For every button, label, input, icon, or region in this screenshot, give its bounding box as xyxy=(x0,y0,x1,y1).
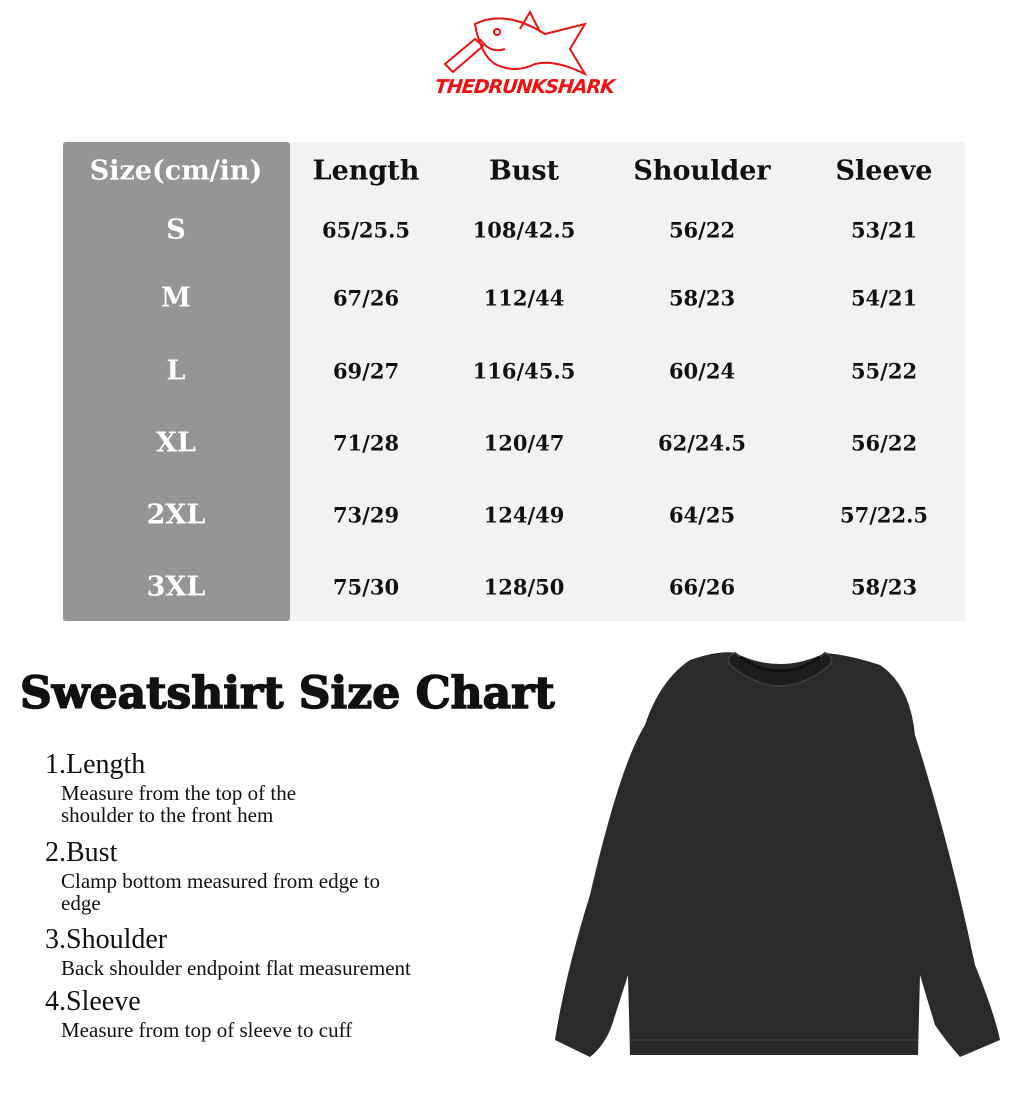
cell-sleeve: 56/22 xyxy=(850,430,918,456)
cell-length: 73/29 xyxy=(332,502,400,528)
instruction-heading: 1.Length xyxy=(45,749,146,780)
shark-icon xyxy=(443,9,588,77)
instruction-text: Back shoulder endpoint flat measurement xyxy=(61,956,411,980)
cell-sleeve: 55/22 xyxy=(850,358,918,384)
instruction-text: Measure from the top of the shoulder to … xyxy=(61,781,297,827)
cell-bust: 128/50 xyxy=(483,574,565,600)
cell-bust: 120/47 xyxy=(483,430,565,456)
instruction-sleeve: 4.Sleeve Measure from top of sleeve to c… xyxy=(45,986,501,1042)
cell-bust: 112/44 xyxy=(483,285,565,311)
cell-sleeve: 58/23 xyxy=(850,574,918,600)
cell-length: 75/30 xyxy=(332,574,400,600)
cell-bust: 116/45.5 xyxy=(472,358,576,384)
instruction-bust: 2.Bust Clamp bottom measured from edge t… xyxy=(45,837,381,915)
cell-length: 69/27 xyxy=(332,358,400,384)
brand-name: THEDRUNKSHARK xyxy=(433,76,616,98)
cell-bust: 124/49 xyxy=(483,502,565,528)
cell-length: 65/25.5 xyxy=(321,217,411,243)
cell-sleeve: 53/21 xyxy=(850,217,918,243)
header-size: Size(cm/in) xyxy=(89,155,263,187)
cell-sleeve: 54/21 xyxy=(850,285,918,311)
sweatshirt-icon xyxy=(555,651,1000,1057)
size-label: M xyxy=(161,282,191,314)
size-label: S xyxy=(166,214,186,246)
size-label: XL xyxy=(156,427,196,459)
instruction-text: Measure from top of sleeve to cuff xyxy=(61,1018,353,1042)
header-bust: Bust xyxy=(488,155,560,187)
page-title: Sweatshirt Size Chart xyxy=(19,667,555,720)
cell-shoulder: 64/25 xyxy=(668,502,736,528)
brand-logo: THEDRUNKSHARK xyxy=(433,4,616,116)
cell-shoulder: 60/24 xyxy=(668,358,736,384)
size-label: 2XL xyxy=(146,499,206,531)
cell-length: 67/26 xyxy=(332,285,400,311)
instruction-text: Clamp bottom measured from edge to edge xyxy=(61,869,381,915)
instruction-heading: 3.Shoulder xyxy=(45,924,168,955)
instruction-length: 1.Length Measure from the top of the sho… xyxy=(45,749,361,827)
size-table: Size(cm/in) Length Bust Shoulder Sleeve S 65/2… xyxy=(63,142,965,621)
instruction-heading: 2.Bust xyxy=(45,837,118,868)
cell-shoulder: 58/23 xyxy=(668,285,736,311)
cell-bust: 108/42.5 xyxy=(472,217,576,243)
header-shoulder: Shoulder xyxy=(633,155,771,187)
cell-sleeve: 57/22.5 xyxy=(839,502,929,528)
header-sleeve: Sleeve xyxy=(835,155,933,187)
cell-length: 71/28 xyxy=(332,430,400,456)
size-label: 3XL xyxy=(146,571,206,603)
instruction-heading: 4.Sleeve xyxy=(45,986,141,1017)
cell-shoulder: 62/24.5 xyxy=(657,430,747,456)
size-column xyxy=(63,142,290,621)
instruction-shoulder: 3.Shoulder Back shoulder endpoint flat m… xyxy=(45,924,501,980)
cell-shoulder: 66/26 xyxy=(668,574,736,600)
size-label: L xyxy=(166,355,186,387)
cell-shoulder: 56/22 xyxy=(668,217,736,243)
header-length: Length xyxy=(312,155,420,187)
